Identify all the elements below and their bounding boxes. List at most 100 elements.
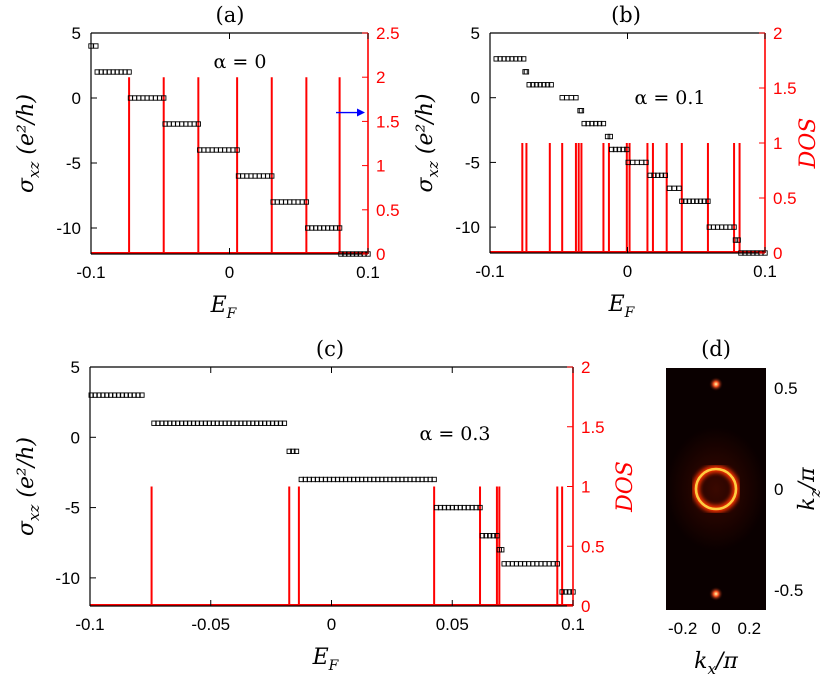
sigma-point	[135, 392, 141, 398]
y-tick-label: 0	[774, 480, 783, 499]
sigma-point	[523, 69, 530, 75]
sigma-point	[604, 133, 611, 140]
y-axis-label: kz/π	[795, 467, 824, 511]
sigma-point	[88, 392, 94, 398]
x-tick-label: -0.2	[668, 619, 697, 638]
sigma-point	[533, 82, 540, 88]
sigma-point	[638, 159, 645, 166]
sigma-point	[647, 172, 653, 179]
sigma-point	[123, 392, 129, 398]
sigma-point	[554, 561, 560, 567]
sigma-point	[517, 56, 523, 62]
sigma-point	[676, 185, 682, 191]
y2-tick-label: 2	[773, 24, 782, 43]
x-axis-label: kx/π	[694, 649, 738, 678]
panel-label: (a)	[216, 3, 245, 27]
y2-tick-label: 2	[376, 68, 385, 87]
sigma-point	[195, 121, 201, 127]
sigma-point	[100, 392, 106, 398]
sigma-point	[513, 56, 519, 62]
sigma-point	[526, 82, 532, 88]
sigma-point	[581, 120, 587, 127]
sigma-point	[568, 95, 575, 101]
sigma-point	[96, 392, 102, 398]
sigma-point	[494, 533, 500, 539]
panel-3: (d) -0.2 0 0.2 0.5 0 -0.5 kx/π kz/π	[666, 337, 824, 678]
x-tick-label: 0.1	[356, 263, 380, 282]
sigma-point	[499, 547, 505, 553]
sigma-point	[589, 120, 595, 127]
sigma-point	[487, 533, 493, 539]
x-axis-label: EF	[608, 292, 636, 321]
sigma-point	[563, 589, 569, 595]
x-tick-label: 0.1	[561, 615, 585, 634]
panel-2: -0.1 -0.05 0 0.05 0.1 5 0 -5 -10 2 1.5 1 0.5 0 (c) α = …	[14, 337, 638, 674]
sigma-point	[643, 159, 649, 166]
sigma-point	[234, 147, 240, 153]
y2-tick-label: 0.5	[773, 189, 797, 208]
y2-tick-label: 0	[773, 244, 782, 263]
sigma-point	[620, 146, 626, 153]
x-axis-label: EF	[210, 293, 238, 322]
sigma-point	[694, 198, 700, 204]
sigma-point	[336, 225, 343, 231]
y2-tick-label: 0	[581, 597, 590, 616]
y-tick-label: -5	[465, 153, 480, 172]
sigma-point	[483, 533, 489, 539]
sigma-point	[559, 589, 565, 595]
x-tick-label: -0.05	[191, 615, 230, 634]
heatmap-ring	[694, 467, 738, 511]
heatmap-spot	[709, 377, 723, 392]
y-tick-label: -5	[66, 154, 81, 173]
sigma-point	[544, 82, 551, 88]
panel-0: -0.1 0 0.150-5-102.521.510.50(a)α = 0EFσxz…	[14, 3, 400, 322]
y2-tick-label: 2	[581, 358, 590, 377]
sigma-point	[634, 159, 640, 166]
sigma-point	[600, 120, 607, 127]
dos-series	[490, 143, 765, 253]
sigma-point	[293, 448, 300, 455]
y-tick-label: 5	[71, 358, 80, 377]
y2-tick-label: 1.5	[773, 79, 797, 98]
sigma-point	[658, 172, 665, 179]
sigma-point	[115, 392, 122, 398]
y-tick-label: -10	[55, 569, 80, 588]
y2-tick-label: 0.5	[581, 537, 605, 556]
sigma-point	[505, 56, 511, 62]
sigma-point	[609, 146, 615, 153]
dos-series	[91, 77, 368, 254]
y2-tick-label: 0	[376, 245, 385, 264]
sigma-series	[493, 56, 768, 256]
sigma-point	[431, 476, 437, 483]
y-tick-label: 0	[471, 89, 480, 108]
sigma-point	[630, 159, 636, 166]
y-tick-label: -10	[455, 218, 480, 237]
sigma-point	[530, 82, 536, 88]
y-axis-label: σxz (e²/h)	[14, 94, 43, 193]
y2-tick-label: 1	[376, 157, 385, 176]
y2-axis-label: DOS	[796, 118, 821, 170]
sigma-point	[690, 198, 696, 204]
y-tick-label: -0.5	[774, 581, 803, 600]
y-tick-label: 5	[72, 24, 81, 43]
sigma-point	[682, 198, 689, 204]
sigma-point	[127, 392, 133, 398]
sigma-point	[119, 392, 126, 398]
sigma-point	[93, 43, 99, 49]
sigma-point	[679, 198, 685, 204]
heatmap-glow	[666, 427, 766, 551]
y-tick-label: -10	[56, 219, 81, 238]
sigma-series	[88, 43, 371, 257]
sigma-point	[686, 198, 692, 204]
sigma-point	[666, 185, 673, 191]
sigma-point	[509, 56, 515, 62]
y-tick-label: 0.5	[774, 379, 798, 398]
sigma-point	[548, 82, 554, 88]
x-tick-label: -0.1	[475, 262, 504, 281]
y2-tick-label: 1.5	[581, 418, 605, 437]
panel-label: (b)	[611, 3, 641, 27]
sigma-point	[521, 56, 527, 62]
y2-tick-label: 1	[773, 134, 782, 153]
